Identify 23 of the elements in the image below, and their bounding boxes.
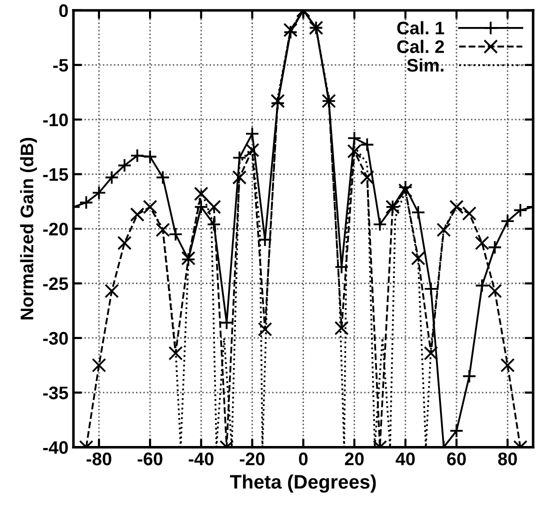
- legend-label: Cal. 2: [397, 40, 444, 54]
- y-tick-label: -20: [43, 222, 68, 236]
- y-axis-title: Normalized Gain (dB): [20, 138, 37, 320]
- x-tick-label: 80: [498, 452, 517, 466]
- x-tick-label: -80: [86, 452, 112, 466]
- legend-label: Sim.: [407, 58, 444, 72]
- x-tick-label: -60: [138, 452, 162, 466]
- y-tick-label: -15: [43, 168, 68, 181]
- x-axis-title: Theta (Degrees): [230, 474, 376, 493]
- x-tick-label: 40: [396, 452, 415, 466]
- x-tick-label: -40: [188, 452, 214, 466]
- x-tick-label: 20: [344, 452, 364, 466]
- x-tick-label: 0: [298, 452, 308, 466]
- x-tick-label: 60: [447, 452, 466, 466]
- y-tick-label: -35: [43, 386, 68, 400]
- y-tick-label: -5: [53, 59, 68, 72]
- y-tick-label: 0: [59, 4, 68, 18]
- y-tick-label: -10: [43, 113, 68, 126]
- x-tick-label: -20: [240, 452, 265, 466]
- y-tick-label: -40: [43, 441, 68, 454]
- legend-label: Cal. 1: [397, 21, 444, 34]
- y-tick-label: -30: [43, 332, 68, 345]
- y-tick-label: -25: [43, 277, 68, 290]
